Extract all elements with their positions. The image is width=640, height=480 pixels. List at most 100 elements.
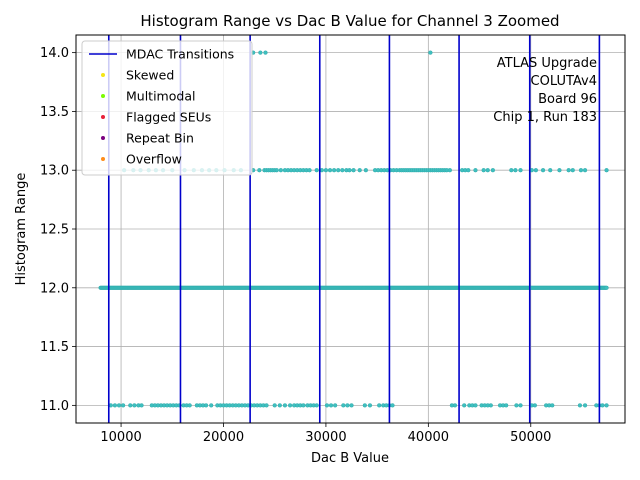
y-axis-ticks: 11.0 11.5 12.0 12.5 13.0 13.5 14.0 bbox=[40, 46, 76, 414]
data-point bbox=[336, 168, 341, 173]
data-point bbox=[481, 168, 486, 173]
chart-annotation: ATLAS Upgrade COLUTAv4 Board 96 Chip 1, Run… bbox=[493, 56, 597, 125]
x-tick-label: 30000 bbox=[305, 430, 346, 445]
legend-label: MDAC Transitions bbox=[126, 47, 234, 62]
legend-label: Skewed bbox=[126, 68, 174, 83]
data-point bbox=[540, 168, 546, 173]
data-point bbox=[485, 168, 490, 173]
x-tick-label: 10000 bbox=[100, 430, 141, 445]
data-point bbox=[578, 168, 584, 173]
data-point bbox=[428, 50, 433, 55]
data-point bbox=[209, 403, 214, 408]
data-point bbox=[264, 403, 269, 408]
legend-label: Repeat Bin bbox=[126, 131, 194, 146]
data-point bbox=[566, 168, 571, 173]
data-point bbox=[349, 403, 354, 408]
data-point bbox=[274, 168, 279, 173]
data-point bbox=[533, 168, 538, 173]
data-point bbox=[323, 168, 329, 173]
data-point bbox=[504, 403, 509, 408]
data-point bbox=[347, 168, 352, 173]
data-point bbox=[518, 168, 523, 173]
data-point bbox=[257, 168, 262, 173]
data-point bbox=[278, 168, 283, 173]
data-point bbox=[532, 403, 537, 408]
data-point bbox=[263, 50, 268, 55]
data-point bbox=[577, 403, 583, 408]
y-tick-label: 11.0 bbox=[40, 399, 69, 414]
data-point bbox=[604, 168, 609, 173]
annotation-line: Board 96 bbox=[538, 92, 597, 107]
data-point bbox=[582, 168, 588, 173]
data-point bbox=[363, 168, 368, 173]
annotation-line: ATLAS Upgrade bbox=[497, 56, 597, 71]
x-tick-label: 50000 bbox=[510, 430, 551, 445]
data-point bbox=[452, 403, 458, 408]
data-point bbox=[473, 403, 478, 408]
x-axis-ticks: 10000 20000 30000 40000 50000 bbox=[100, 423, 551, 445]
legend-dot-swatch bbox=[101, 157, 105, 161]
data-point bbox=[301, 403, 306, 408]
data-point bbox=[332, 168, 337, 173]
data-point bbox=[509, 168, 514, 173]
x-axis-title: Dac B Value bbox=[311, 451, 389, 466]
legend: MDAC Transitions Skewed Multimodal Flagged … bbox=[81, 40, 253, 176]
x-tick-label: 40000 bbox=[408, 430, 449, 445]
data-point bbox=[282, 403, 288, 408]
legend-box bbox=[81, 40, 253, 176]
data-point bbox=[328, 403, 334, 408]
scatter-points bbox=[98, 50, 609, 408]
data-point bbox=[132, 403, 137, 408]
data-point bbox=[272, 403, 277, 408]
data-point bbox=[466, 168, 471, 173]
data-point bbox=[600, 403, 605, 408]
y-tick-label: 11.5 bbox=[40, 340, 69, 355]
data-point bbox=[314, 403, 319, 408]
annotation-line: COLUTAv4 bbox=[531, 74, 597, 89]
data-point bbox=[187, 403, 192, 408]
data-point bbox=[287, 403, 293, 408]
data-point bbox=[351, 168, 356, 173]
data-point bbox=[550, 403, 555, 408]
annotation-line: Chip 1, Run 183 bbox=[493, 110, 597, 125]
data-point bbox=[121, 403, 126, 408]
y-tick-label: 12.5 bbox=[40, 223, 69, 238]
data-point bbox=[345, 403, 350, 408]
data-point bbox=[490, 168, 495, 173]
legend-dot-swatch bbox=[101, 115, 105, 119]
y-tick-label: 13.0 bbox=[40, 164, 69, 179]
data-point bbox=[341, 403, 346, 408]
y-tick-label: 14.0 bbox=[40, 46, 69, 61]
data-point bbox=[518, 403, 523, 408]
legend-label: Flagged SEUs bbox=[126, 110, 211, 125]
legend-dot-swatch bbox=[101, 94, 105, 98]
data-point bbox=[582, 403, 588, 408]
chart-title: Histogram Range vs Dac B Value for Chann… bbox=[140, 12, 559, 30]
legend-label: Overflow bbox=[126, 152, 182, 167]
data-point bbox=[362, 403, 367, 408]
data-point bbox=[548, 168, 553, 173]
data-point bbox=[488, 403, 493, 408]
data-point bbox=[314, 168, 319, 173]
data-point bbox=[557, 168, 562, 173]
data-point bbox=[604, 285, 609, 290]
data-point bbox=[604, 403, 609, 408]
data-point bbox=[390, 403, 395, 408]
data-point bbox=[357, 168, 362, 173]
legend-label: Multimodal bbox=[126, 89, 195, 104]
data-point bbox=[447, 168, 452, 173]
x-tick-label: 20000 bbox=[203, 430, 244, 445]
data-point bbox=[570, 168, 575, 173]
data-point bbox=[462, 403, 467, 408]
data-point bbox=[258, 50, 263, 55]
data-point bbox=[277, 403, 282, 408]
data-point bbox=[340, 168, 345, 173]
data-point bbox=[203, 403, 209, 408]
data-point bbox=[333, 403, 338, 408]
legend-dot-swatch bbox=[101, 136, 105, 140]
y-axis-title: Histogram Range bbox=[14, 173, 29, 286]
data-point bbox=[139, 403, 144, 408]
data-point bbox=[377, 403, 382, 408]
data-point bbox=[307, 168, 312, 173]
